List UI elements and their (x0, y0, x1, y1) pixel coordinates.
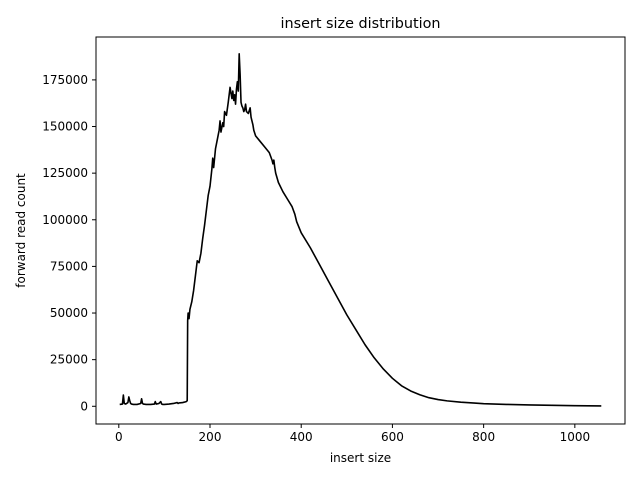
y-tick-label: 150000 (42, 120, 88, 134)
y-tick-label: 25000 (50, 353, 88, 367)
y-tick-label: 175000 (42, 73, 88, 87)
y-tick-label: 50000 (50, 306, 88, 320)
x-tick-label: 200 (199, 430, 222, 444)
y-axis-label: forward read count (14, 173, 28, 288)
chart-title: insert size distribution (280, 16, 440, 32)
x-tick-label: 1000 (560, 430, 591, 444)
x-axis-ticks: 0 200 400 600 800 1000 (115, 424, 590, 444)
x-tick-label: 400 (290, 430, 313, 444)
x-tick-label: 0 (115, 430, 123, 444)
x-tick-label: 800 (472, 430, 495, 444)
axes-frame (95, 36, 626, 425)
y-axis-ticks: 0 25000 50000 75000 100000 125000 150000 175000 (42, 73, 96, 413)
x-axis-label: insert size (330, 451, 391, 465)
y-tick-label: 125000 (42, 166, 88, 180)
x-tick-label: 600 (381, 430, 404, 444)
y-tick-label: 100000 (42, 213, 88, 227)
y-tick-label: 0 (80, 399, 88, 413)
forward-read-count-line (119, 52, 602, 407)
plot-area (95, 36, 626, 425)
y-tick-label: 75000 (50, 259, 88, 273)
